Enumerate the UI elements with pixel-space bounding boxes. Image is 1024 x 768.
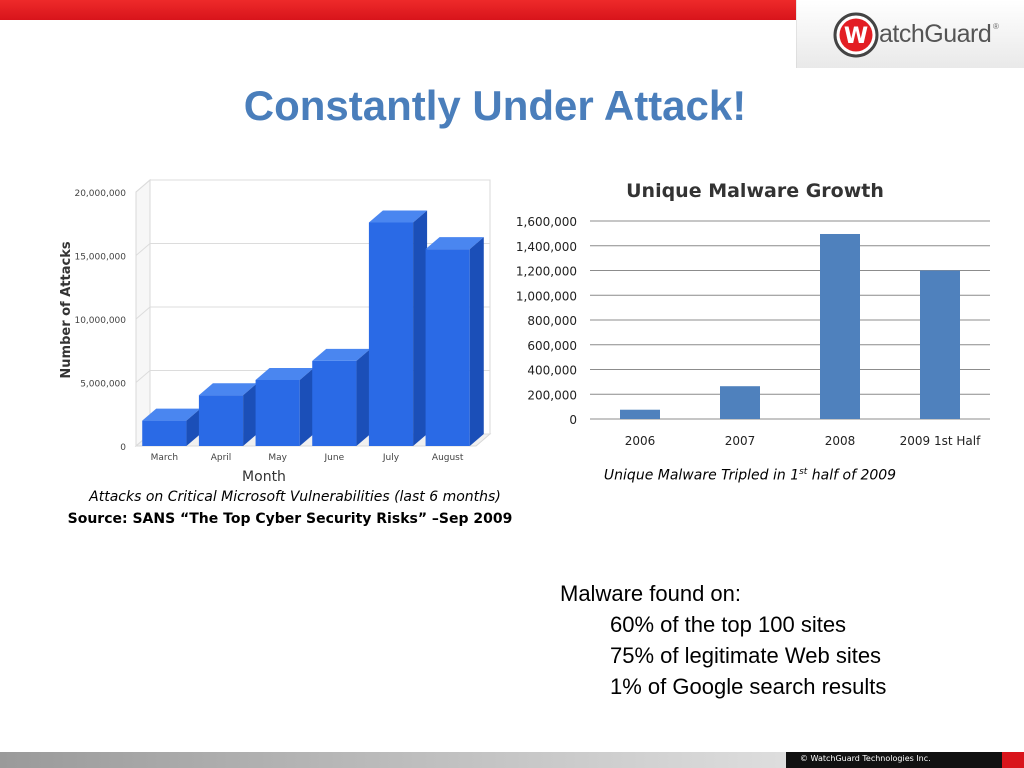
x-tick-label: 2007 bbox=[725, 434, 756, 448]
left-chart-source: Source: SANS “The Top Cyber Security Ris… bbox=[67, 511, 513, 527]
malware-growth-chart: Unique Malware Growth 0 200,000 400,000 600… bbox=[516, 180, 990, 448]
y-tick-label: 20,000,000 bbox=[74, 189, 126, 199]
y-tick-label: 600,000 bbox=[527, 339, 577, 353]
x-tick-label: June bbox=[324, 453, 345, 463]
bar-2008 bbox=[820, 233, 860, 419]
malware-heading: Malware found on: bbox=[560, 581, 741, 606]
x-tick-label: 2006 bbox=[625, 434, 656, 448]
y-tick-label: 1,400,000 bbox=[516, 240, 577, 254]
svg-text:W: W bbox=[844, 24, 868, 49]
y-tick-label: 0 bbox=[569, 413, 577, 427]
footer-bar bbox=[0, 752, 1024, 768]
bar-2007 bbox=[720, 386, 760, 419]
attacks-bar-chart: 0 5,000,000 10,000,000 15,000,000 20,000,000… bbox=[59, 178, 492, 484]
y-tick-label: 400,000 bbox=[527, 364, 577, 378]
y-tick-label: 1,200,000 bbox=[516, 265, 577, 279]
x-tick-label: April bbox=[211, 453, 232, 463]
chart-title: Unique Malware Growth bbox=[626, 180, 884, 202]
x-tick-label: May bbox=[268, 453, 287, 463]
trademark-mark: ® bbox=[993, 22, 999, 31]
y-tick-label: 1,000,000 bbox=[516, 289, 577, 303]
copyright-notice: © WatchGuard Technologies Inc. bbox=[800, 754, 931, 763]
x-tick-label: 2008 bbox=[825, 434, 856, 448]
bar-august bbox=[425, 237, 484, 446]
y-tick-label: 10,000,000 bbox=[74, 316, 126, 326]
y-tick-label: 15,000,000 bbox=[74, 253, 126, 263]
list-item: 60% of the top 100 sites bbox=[610, 612, 847, 637]
y-tick-label: 0 bbox=[120, 443, 126, 453]
x-axis-label: Month bbox=[242, 469, 286, 484]
left-chart-caption: Attacks on Critical Microsoft Vulnerabil… bbox=[89, 489, 501, 505]
x-tick-label: August bbox=[432, 453, 464, 463]
bar-april bbox=[198, 383, 258, 446]
page-title: Constantly Under Attack! bbox=[243, 82, 747, 129]
y-axis-label: Number of Attacks bbox=[59, 241, 74, 378]
bar-july bbox=[368, 210, 428, 446]
list-item: 1% of Google search results bbox=[610, 674, 887, 699]
bar-june bbox=[312, 348, 371, 446]
x-tick-label: 2009 1st Half bbox=[900, 434, 981, 448]
brand-name: atchGuard bbox=[879, 20, 992, 48]
malware-found-list: Malware found on: 60% of the top 100 sit… bbox=[560, 578, 886, 702]
y-tick-label: 5,000,000 bbox=[80, 380, 126, 390]
header-banner bbox=[0, 0, 800, 60]
bar-may bbox=[255, 367, 314, 446]
list-item: 75% of legitimate Web sites bbox=[610, 643, 882, 668]
bar-2009-1st-half bbox=[920, 270, 960, 419]
y-tick-label: 800,000 bbox=[527, 314, 577, 328]
x-tick-label: July bbox=[382, 453, 400, 463]
x-tick-label: March bbox=[151, 453, 178, 463]
y-tick-label: 200,000 bbox=[527, 388, 577, 402]
right-chart-caption: Unique Malware Tripled in 1st half of 20… bbox=[603, 467, 897, 484]
bar-march bbox=[142, 408, 201, 446]
y-tick-label: 1,600,000 bbox=[516, 215, 577, 229]
bar-2006 bbox=[620, 409, 660, 419]
watchguard-logo-mark: W bbox=[833, 12, 879, 58]
